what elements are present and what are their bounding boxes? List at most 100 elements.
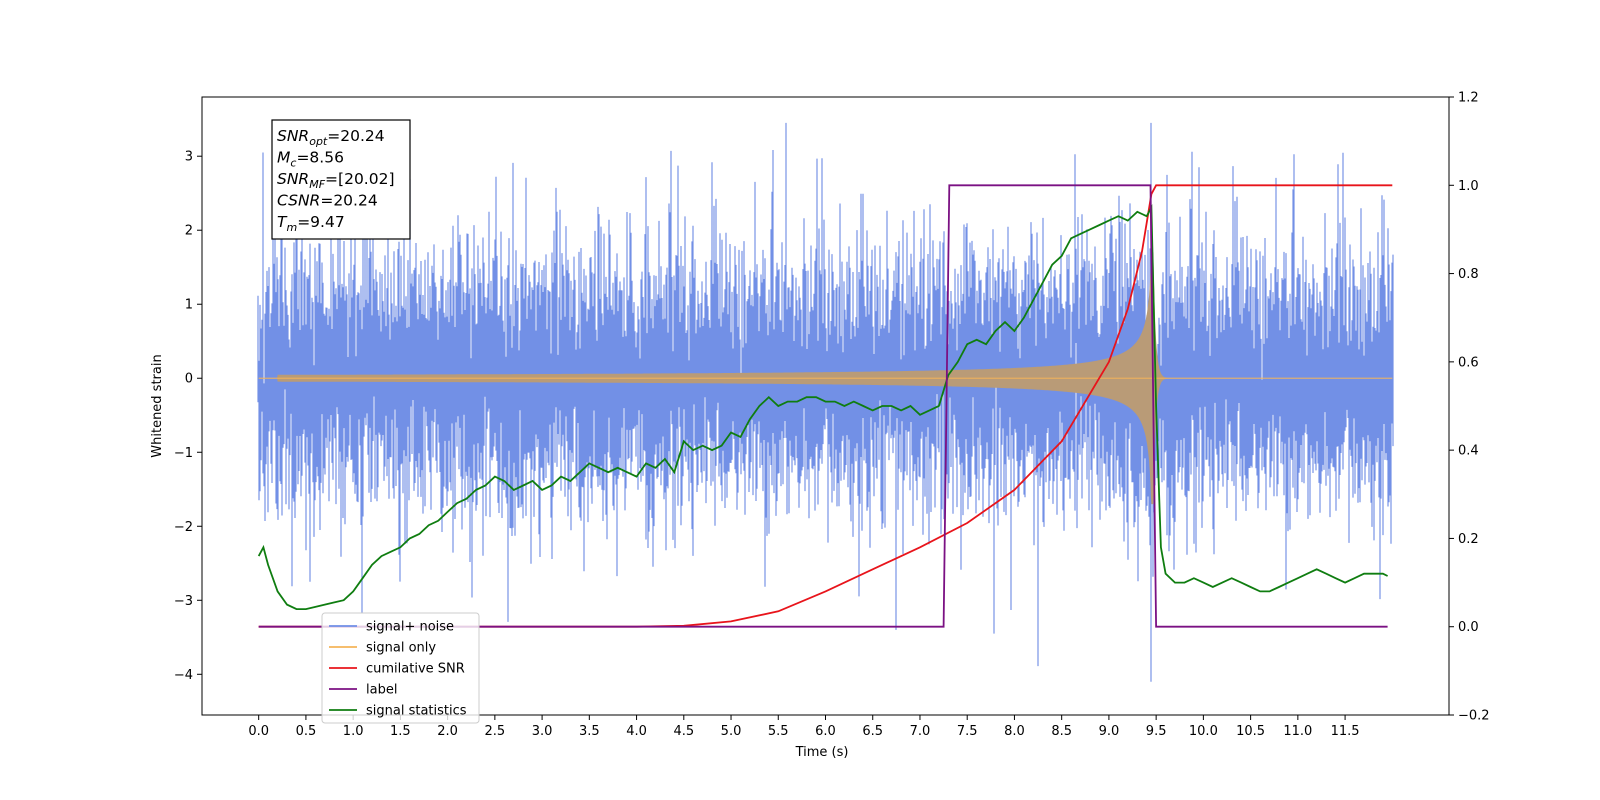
annotation-line: SNRMF=[20.02] <box>277 170 395 191</box>
y-axis-right: 1.2 1.0 0.8 0.6 0.4 0.2 0.0 −0.2 <box>1449 91 1490 724</box>
y-axis-left: 3 2 1 0 −1 −2 −3 −4 <box>174 150 202 683</box>
annotation-frame <box>271 119 411 240</box>
x-tick-label: 8.5 <box>1051 724 1072 739</box>
x-tick: 11.5 <box>1331 715 1360 739</box>
y2-tick-label: −0.2 <box>1458 709 1490 724</box>
legend-label: label <box>366 683 397 698</box>
x-tick: 0.0 <box>248 715 269 739</box>
y-tick-label: −1 <box>174 446 193 461</box>
series-signal-statistics <box>257 203 1388 610</box>
y-axis-label: Whitened strain <box>150 354 165 457</box>
legend-entry: signal+ noise <box>329 620 454 635</box>
x-tick: 5.5 <box>768 715 789 739</box>
y2-tick-label: 0.6 <box>1458 355 1479 370</box>
y2-tick: 0.2 <box>1449 532 1479 547</box>
x-axis: 0.0 0.5 1.0 1.5 2.0 2.5 3.0 3.5 4.0 4.5 5.0 5.5 6.0 6… <box>248 715 1360 739</box>
x-tick-label: 5.0 <box>721 724 742 739</box>
x-tick-label: 1.5 <box>390 724 411 739</box>
legend-label: cumilative SNR <box>366 662 465 677</box>
y2-tick: 0.6 <box>1449 355 1479 370</box>
series-cumilative-snr <box>258 184 1393 628</box>
legend-entry: signal statistics <box>329 704 467 719</box>
y-tick: −4 <box>174 668 202 683</box>
y2-tick-label: 0.8 <box>1458 267 1479 282</box>
x-tick-label: 6.5 <box>862 724 883 739</box>
x-tick: 6.0 <box>815 715 836 739</box>
x-tick: 9.5 <box>1146 715 1167 739</box>
x-tick: 8.5 <box>1051 715 1072 739</box>
x-tick-label: 2.0 <box>437 724 458 739</box>
legend-entry: signal only <box>329 641 436 656</box>
y2-tick-label: 0.2 <box>1458 532 1479 547</box>
legend-label: signal statistics <box>366 704 467 719</box>
y-tick-label: 0 <box>185 372 193 387</box>
x-tick-label: 10.5 <box>1236 724 1265 739</box>
x-tick-label: 5.5 <box>768 724 789 739</box>
y-tick-label: 1 <box>185 298 193 313</box>
x-tick: 4.5 <box>673 715 694 739</box>
y-tick-label: 3 <box>185 150 193 165</box>
x-tick-label: 4.5 <box>673 724 694 739</box>
x-tick-label: 2.5 <box>485 724 506 739</box>
x-tick: 7.0 <box>910 715 931 739</box>
y2-tick: −0.2 <box>1449 709 1490 724</box>
x-tick: 2.5 <box>485 715 506 739</box>
x-tick-label: 4.0 <box>626 724 647 739</box>
x-tick-label: 7.0 <box>910 724 931 739</box>
x-tick: 3.5 <box>579 715 600 739</box>
annotation-line: CSNR=20.24 <box>277 192 378 210</box>
y-tick-label: −4 <box>174 668 193 683</box>
x-tick-label: 11.0 <box>1283 724 1312 739</box>
legend-label: signal only <box>366 641 436 656</box>
y-tick: −2 <box>174 520 202 535</box>
legend-frame <box>321 612 480 724</box>
legend-entry: label <box>329 683 397 698</box>
x-axis-label: Time (s) <box>795 745 849 760</box>
x-tick: 10.5 <box>1236 715 1265 739</box>
y2-tick-label: 0.4 <box>1458 444 1479 459</box>
x-tick-label: 3.0 <box>532 724 553 739</box>
y2-tick: 1.0 <box>1449 179 1479 194</box>
x-tick: 8.0 <box>1004 715 1025 739</box>
x-tick: 11.0 <box>1283 715 1312 739</box>
x-tick-label: 9.0 <box>1099 724 1120 739</box>
x-tick: 0.5 <box>296 715 317 739</box>
legend-entry: cumilative SNR <box>329 662 465 677</box>
x-tick: 7.5 <box>957 715 978 739</box>
series-label <box>258 184 1388 628</box>
x-tick-label: 10.0 <box>1189 724 1218 739</box>
x-tick-label: 8.0 <box>1004 724 1025 739</box>
y-tick: 3 <box>185 150 202 165</box>
y-tick-label: −2 <box>174 520 193 535</box>
y2-tick: 0.8 <box>1449 267 1479 282</box>
annotation-line: SNRopt=20.24 <box>277 127 385 148</box>
x-tick-label: 11.5 <box>1331 724 1360 739</box>
x-tick: 3.0 <box>532 715 553 739</box>
x-tick-label: 0.0 <box>248 724 269 739</box>
x-tick-label: 3.5 <box>579 724 600 739</box>
y2-tick-label: 1.2 <box>1458 91 1479 106</box>
x-tick: 4.0 <box>626 715 647 739</box>
x-tick-label: 6.0 <box>815 724 836 739</box>
y-tick: 1 <box>185 298 202 313</box>
legend: signal+ noise signal only cumilative SNR la… <box>321 612 480 724</box>
y2-tick-label: 1.0 <box>1458 179 1479 194</box>
y-tick-label: 2 <box>185 224 193 239</box>
annotation-box: SNRopt=20.24Mc=8.56SNRMF=[20.02]CSNR=20.… <box>271 119 411 240</box>
x-tick-label: 7.5 <box>957 724 978 739</box>
y2-tick: 1.2 <box>1449 91 1479 106</box>
x-tick-label: 1.0 <box>343 724 364 739</box>
y-tick-label: −3 <box>174 594 193 609</box>
series-signal-only <box>258 252 1393 505</box>
x-tick-label: 9.5 <box>1146 724 1167 739</box>
y-tick: −1 <box>174 446 202 461</box>
x-tick: 9.0 <box>1099 715 1120 739</box>
y-tick: −3 <box>174 594 202 609</box>
annotation-line: Mc=8.56 <box>277 149 344 170</box>
y-tick: 0 <box>185 372 202 387</box>
y-tick: 2 <box>185 224 202 239</box>
x-tick: 10.0 <box>1189 715 1218 739</box>
x-tick-label: 0.5 <box>296 724 317 739</box>
annotation-line: Tm=9.47 <box>277 213 345 234</box>
